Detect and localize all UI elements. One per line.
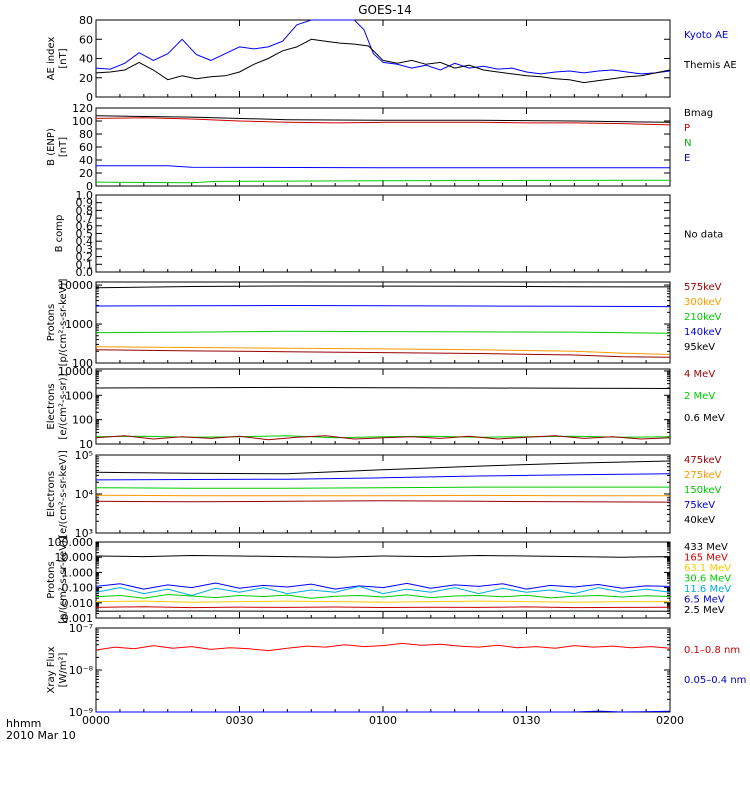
legend-entry: 4 MeV (684, 369, 715, 380)
legend-entry: E (684, 153, 690, 164)
x-tick-label: 0030 (226, 714, 254, 727)
y-tick-label: 100.000 (48, 536, 94, 549)
x-tick-label: 0200 (656, 714, 684, 727)
legend-entry: 300keV (684, 297, 722, 308)
y-axis-label-line: AE index (46, 37, 57, 81)
y-axis-label-line: [W/m²] (58, 652, 69, 687)
y-tick-label: 80 (79, 14, 93, 27)
y-tick-label: 40 (79, 53, 93, 66)
y-tick-label: 60 (79, 33, 93, 46)
legend-entry: 63.1 MeV (684, 563, 731, 574)
x-tick-label: 0100 (369, 714, 397, 727)
legend-entry: 11.6 MeV (684, 584, 731, 595)
legend-entry: 210keV (684, 312, 722, 323)
y-axis-label-line: [nT] (58, 48, 69, 68)
y-axis-label-line: Protons (46, 561, 57, 598)
y-axis-label-line: Xray Flux (46, 646, 57, 693)
legend-entry: Kyoto AE (684, 30, 728, 41)
legend-entry: 0.05–0.4 nm (684, 675, 746, 686)
y-axis-label-line: Electrons (46, 471, 57, 517)
legend-entry: No data (684, 230, 723, 241)
y-axis-label-line: Electrons (46, 383, 57, 429)
y-tick-label: 100 (72, 414, 93, 427)
y-axis-label: B comp (54, 215, 65, 253)
legend-entry: 140keV (684, 327, 722, 338)
y-axis-label-line: B (ENP) (46, 128, 57, 166)
legend-entry: 165 MeV (684, 553, 728, 564)
y-axis-label-line: [e/(cm²-s-sr)] (58, 373, 69, 439)
y-tick-label: 80 (79, 128, 93, 141)
y-axis-label-line: [e/(cm²-s-sr-keV)] (58, 450, 69, 538)
y-tick-label: 120 (72, 102, 93, 115)
legend-entry: 40keV (684, 515, 715, 526)
legend-entry: 6.5 MeV (684, 595, 725, 606)
y-axis-label: Xray Flux[W/m²] (46, 646, 69, 693)
y-axis-label-line: [p/(cm²-s-sr-keV)] (58, 536, 69, 624)
legend-entry: Bmag (684, 108, 713, 119)
y-axis-label-line: B comp (54, 215, 65, 253)
y-tick-label: 1000 (65, 318, 93, 331)
legend-entry: 75keV (684, 500, 715, 511)
legend-entry: 475keV (684, 455, 722, 466)
y-tick-label: 60 (79, 141, 93, 154)
y-tick-label: 10⁻⁸ (69, 664, 94, 677)
y-tick-label: 20 (79, 167, 93, 180)
legend-entry: 0.6 MeV (684, 413, 725, 424)
legend-entry: Themis AE (683, 60, 737, 71)
x-tick-label: 0000 (82, 714, 110, 727)
legend-entry: 575keV (684, 282, 722, 293)
legend-entry: 2 MeV (684, 391, 715, 402)
y-tick-label: 1.0 (76, 189, 94, 202)
y-tick-label: 20 (79, 72, 93, 85)
legend-entry: 0.1–0.8 nm (684, 645, 740, 656)
chart-title: GOES-14 (358, 3, 412, 17)
legend-entry: N (684, 138, 691, 149)
legend-entry: 95keV (684, 342, 715, 353)
y-tick-label: 40 (79, 154, 93, 167)
legend-entry: 2.5 MeV (684, 605, 725, 616)
y-tick-label: 10⁻⁷ (69, 622, 93, 635)
y-tick-label: 10⁴ (75, 488, 94, 501)
y-tick-label: 1000 (65, 389, 93, 402)
legend-entry: P (684, 123, 690, 134)
y-axis-label-line: [p/(cm²-s-sr-keV)] (58, 279, 69, 367)
y-axis-label-line: [nT] (58, 137, 69, 157)
legend-entry: 150keV (684, 485, 722, 496)
legend-entry: 275keV (684, 470, 722, 481)
legend-entry: 30.6 MeV (684, 574, 731, 585)
x-tick-label: 0130 (513, 714, 541, 727)
date-label: 2010 Mar 10 (6, 729, 76, 742)
legend-entry: 433 MeV (684, 542, 728, 553)
y-tick-label: 100 (72, 115, 93, 128)
y-axis-label-line: Protons (46, 304, 57, 341)
y-tick-label: 10⁵ (75, 449, 93, 462)
